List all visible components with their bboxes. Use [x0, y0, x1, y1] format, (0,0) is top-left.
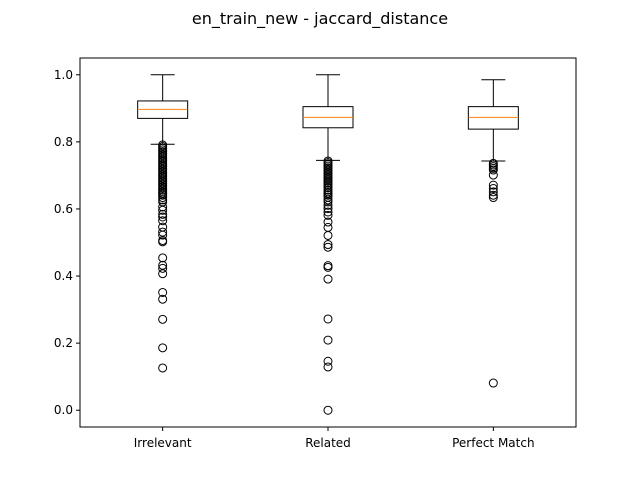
outlier-point [323, 405, 333, 415]
outlier-point [158, 212, 168, 222]
outlier-point [158, 237, 168, 247]
y-tick-label: 0.8 [54, 135, 73, 149]
outlier-point [158, 287, 168, 297]
box-group-perfect-match [467, 79, 519, 388]
x-tick-label: Perfect Match [452, 436, 534, 450]
outlier-point [323, 230, 333, 240]
outlier-point [323, 217, 333, 227]
outlier-point [158, 193, 168, 203]
outlier-point [323, 262, 333, 272]
y-tick-label: 0.6 [54, 202, 73, 216]
outlier-point [158, 205, 168, 215]
outlier-point [488, 190, 498, 200]
outlier-point [488, 183, 498, 193]
y-tick-label: 0.0 [54, 403, 73, 417]
y-tick-label: 0.2 [54, 336, 73, 350]
outlier-point [488, 180, 498, 190]
box-group-related [302, 74, 354, 415]
outlier-point [323, 210, 333, 220]
outlier-point [158, 363, 168, 373]
x-tick-label: Related [305, 436, 351, 450]
outlier-point [323, 197, 333, 207]
outlier-point [158, 343, 168, 353]
outlier-point [488, 378, 498, 388]
outlier-point [158, 314, 168, 324]
outlier-point [323, 207, 333, 217]
outlier-point [158, 253, 168, 263]
y-tick-label: 0.4 [54, 269, 73, 283]
outlier-point [158, 202, 168, 212]
y-tick-label: 1.0 [54, 68, 73, 82]
outlier-point [488, 165, 498, 175]
outlier-point [323, 335, 333, 345]
outlier-point [323, 240, 333, 250]
outlier-point [323, 274, 333, 284]
outlier-point [158, 269, 168, 279]
outlier-point [158, 263, 168, 273]
plot-area [137, 74, 519, 415]
outlier-point [488, 170, 498, 180]
iqr-box [467, 106, 519, 130]
outlier-point [323, 183, 333, 193]
outlier-point [323, 314, 333, 324]
outlier-point [158, 209, 168, 219]
outlier-point [158, 294, 168, 304]
outlier-point [158, 230, 168, 240]
outlier-point [488, 193, 498, 203]
axes-frame [79, 57, 577, 428]
y-axis-ticks: 0.0 0.2 0.4 0.6 0.8 1.0 [54, 68, 80, 417]
outlier-point [488, 187, 498, 197]
outlier-point [323, 204, 333, 214]
x-tick-label: Irrelevant [134, 436, 192, 450]
box-group-irrelevant [137, 74, 189, 373]
chart-title: en_train_new - jaccard_distance [192, 9, 448, 29]
outlier-point [323, 200, 333, 210]
outlier-point [323, 242, 333, 252]
outlier-point [323, 362, 333, 372]
x-axis-ticks: Irrelevant Related Perfect Match [134, 427, 535, 450]
outlier-point [323, 356, 333, 366]
outlier-point [158, 190, 168, 200]
outlier-point [158, 216, 168, 226]
